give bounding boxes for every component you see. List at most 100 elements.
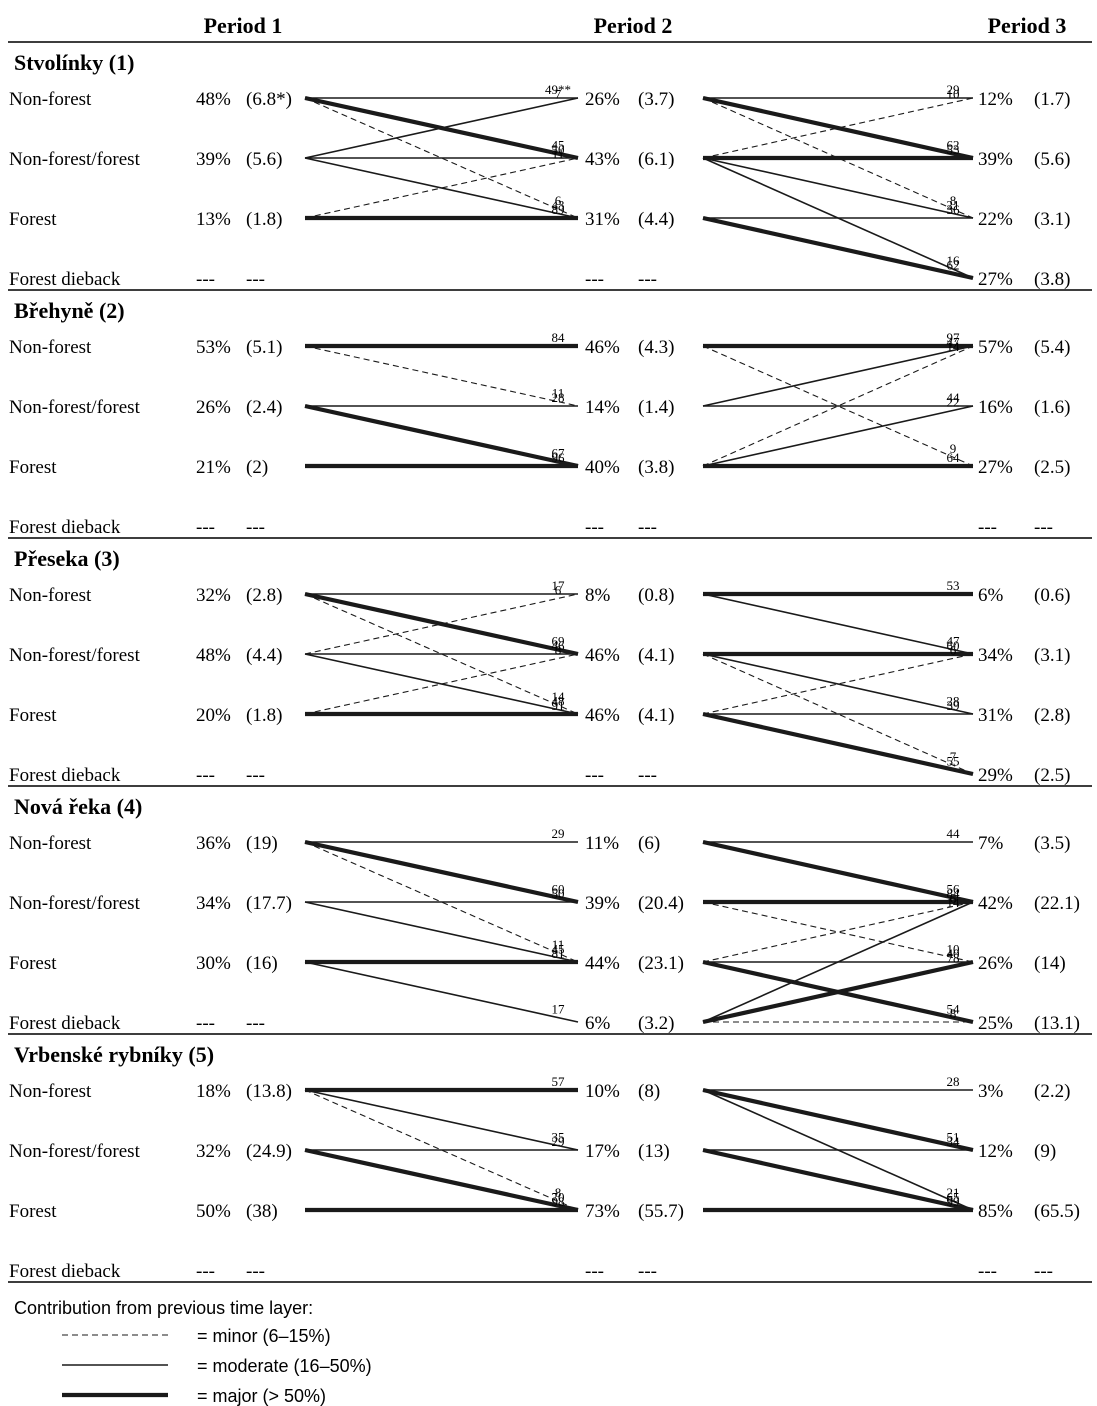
area-value: --- — [246, 1013, 265, 1034]
share-percent: 20% — [196, 705, 231, 726]
share-percent: 53% — [196, 337, 231, 358]
flow-percent-label: 44 — [947, 826, 961, 841]
flow-percent-label: 11 — [552, 386, 565, 401]
flow-percent-label: 28 — [947, 1074, 960, 1089]
share-percent: --- — [585, 1261, 604, 1282]
area-value: (3.5) — [1034, 833, 1070, 854]
flow-percent-label: 47 — [947, 634, 961, 649]
flow-line — [702, 157, 974, 219]
share-percent: 14% — [585, 397, 620, 418]
flow-percent-label: 89 — [552, 202, 565, 217]
flow-percent-label: 98 — [552, 1194, 565, 1209]
area-value: (2) — [246, 457, 268, 478]
area-value: (1.6) — [1034, 397, 1070, 418]
flow-percent-label: 65 — [947, 1190, 960, 1205]
area-value: (13.1) — [1034, 1013, 1080, 1034]
area-value: (20.4) — [638, 893, 684, 914]
site-title: Břehyně (2) — [14, 298, 125, 323]
flow-percent-label: 6 — [555, 193, 562, 208]
share-percent: --- — [585, 765, 604, 786]
share-percent: 42% — [978, 893, 1013, 914]
flow-line — [702, 593, 974, 655]
area-value: --- — [246, 765, 265, 786]
flow-line — [304, 1147, 579, 1213]
flow-percent-label: 10 — [947, 86, 960, 101]
flow-line — [304, 157, 579, 219]
flow-percent-label: 64 — [947, 450, 961, 465]
flow-line — [702, 711, 974, 777]
legend-item-text: = moderate (16–50%) — [197, 1356, 372, 1376]
flow-percent-label: 10 — [947, 942, 960, 957]
area-value: (2.4) — [246, 397, 282, 418]
share-percent: 48% — [196, 645, 231, 666]
legend-item-text: = minor (6–15%) — [197, 1326, 331, 1346]
area-value: (19) — [246, 833, 278, 854]
flow-percent-label: 7 — [555, 86, 562, 101]
flow-line — [702, 653, 974, 715]
flow-line — [702, 95, 974, 161]
share-percent: 18% — [196, 1081, 231, 1102]
share-percent: --- — [196, 269, 215, 290]
category-label: Non-forest/forest — [9, 645, 141, 666]
flow-percent-label: 40 — [947, 946, 960, 961]
site-panels: Stvolínky (1) Non-forest Non-forest/forest… — [8, 50, 1092, 1283]
area-value: (23.1) — [638, 953, 684, 974]
flow-percent-label: 9 — [950, 441, 957, 456]
flow-percent-label: 29 — [947, 82, 960, 97]
flow-line — [702, 345, 974, 407]
area-value: (0.6) — [1034, 585, 1070, 606]
site-title: Stvolínky (1) — [14, 50, 134, 75]
area-value: (2.8) — [246, 585, 282, 606]
share-percent: --- — [196, 765, 215, 786]
flow-percent-label: 17 — [552, 1002, 566, 1017]
flow-line — [304, 901, 579, 963]
share-percent: 44% — [585, 953, 620, 974]
site-title: Přeseka (3) — [14, 546, 120, 571]
flow-percent-label: 17 — [552, 578, 566, 593]
area-value: (13) — [638, 1141, 670, 1162]
flow-line — [304, 97, 579, 159]
flow-percent-label: 44 — [947, 390, 961, 405]
flow-percent-label: 51 — [947, 1130, 960, 1145]
share-percent: 27% — [978, 269, 1013, 290]
period-2-header: Period 2 — [594, 13, 673, 38]
flow-percent-label: 49** — [545, 82, 571, 97]
flow-percent-label: 8 — [555, 1185, 562, 1200]
flow-percent-label: 11 — [552, 146, 565, 161]
area-value: (24.9) — [246, 1141, 292, 1162]
flow-percent-label: 50 — [552, 886, 565, 901]
flow-percent-label: 60 — [947, 638, 960, 653]
share-percent: 48% — [196, 89, 231, 110]
area-value: --- — [638, 517, 657, 538]
area-value: --- — [1034, 517, 1053, 538]
share-percent: --- — [585, 269, 604, 290]
flow-line — [702, 1147, 974, 1213]
area-value: (3.7) — [638, 89, 674, 110]
flow-line — [304, 839, 579, 905]
flow-percent-label: 6 — [950, 890, 957, 905]
area-value: (13.8) — [246, 1081, 292, 1102]
category-label: Non-forest — [9, 833, 92, 854]
flow-percent-label: 70 — [552, 1190, 565, 1205]
flow-percent-label: 6 — [950, 642, 957, 657]
flow-line — [304, 593, 579, 655]
flow-percent-label: 84 — [947, 886, 961, 901]
category-label: Forest — [9, 1201, 57, 1222]
area-value: (8) — [638, 1081, 660, 1102]
flow-line — [304, 1089, 579, 1151]
flow-percent-label: 34 — [947, 1134, 961, 1149]
flow-line — [702, 405, 974, 467]
flow-percent-label: 35 — [552, 1130, 565, 1145]
flow-percent-label: 28 — [947, 694, 960, 709]
share-percent: 26% — [196, 397, 231, 418]
flow-percent-label: 8 — [950, 1006, 957, 1021]
category-label: Forest dieback — [9, 765, 121, 786]
flow-percent-label: 53 — [947, 578, 960, 593]
share-percent: 22% — [978, 209, 1013, 230]
category-label: Non-forest — [9, 89, 92, 110]
category-label: Non-forest/forest — [9, 397, 141, 418]
area-value: (1.8) — [246, 705, 282, 726]
area-value: (6.1) — [638, 149, 674, 170]
area-value: --- — [246, 269, 265, 290]
flow-percent-label: 39 — [947, 698, 960, 713]
